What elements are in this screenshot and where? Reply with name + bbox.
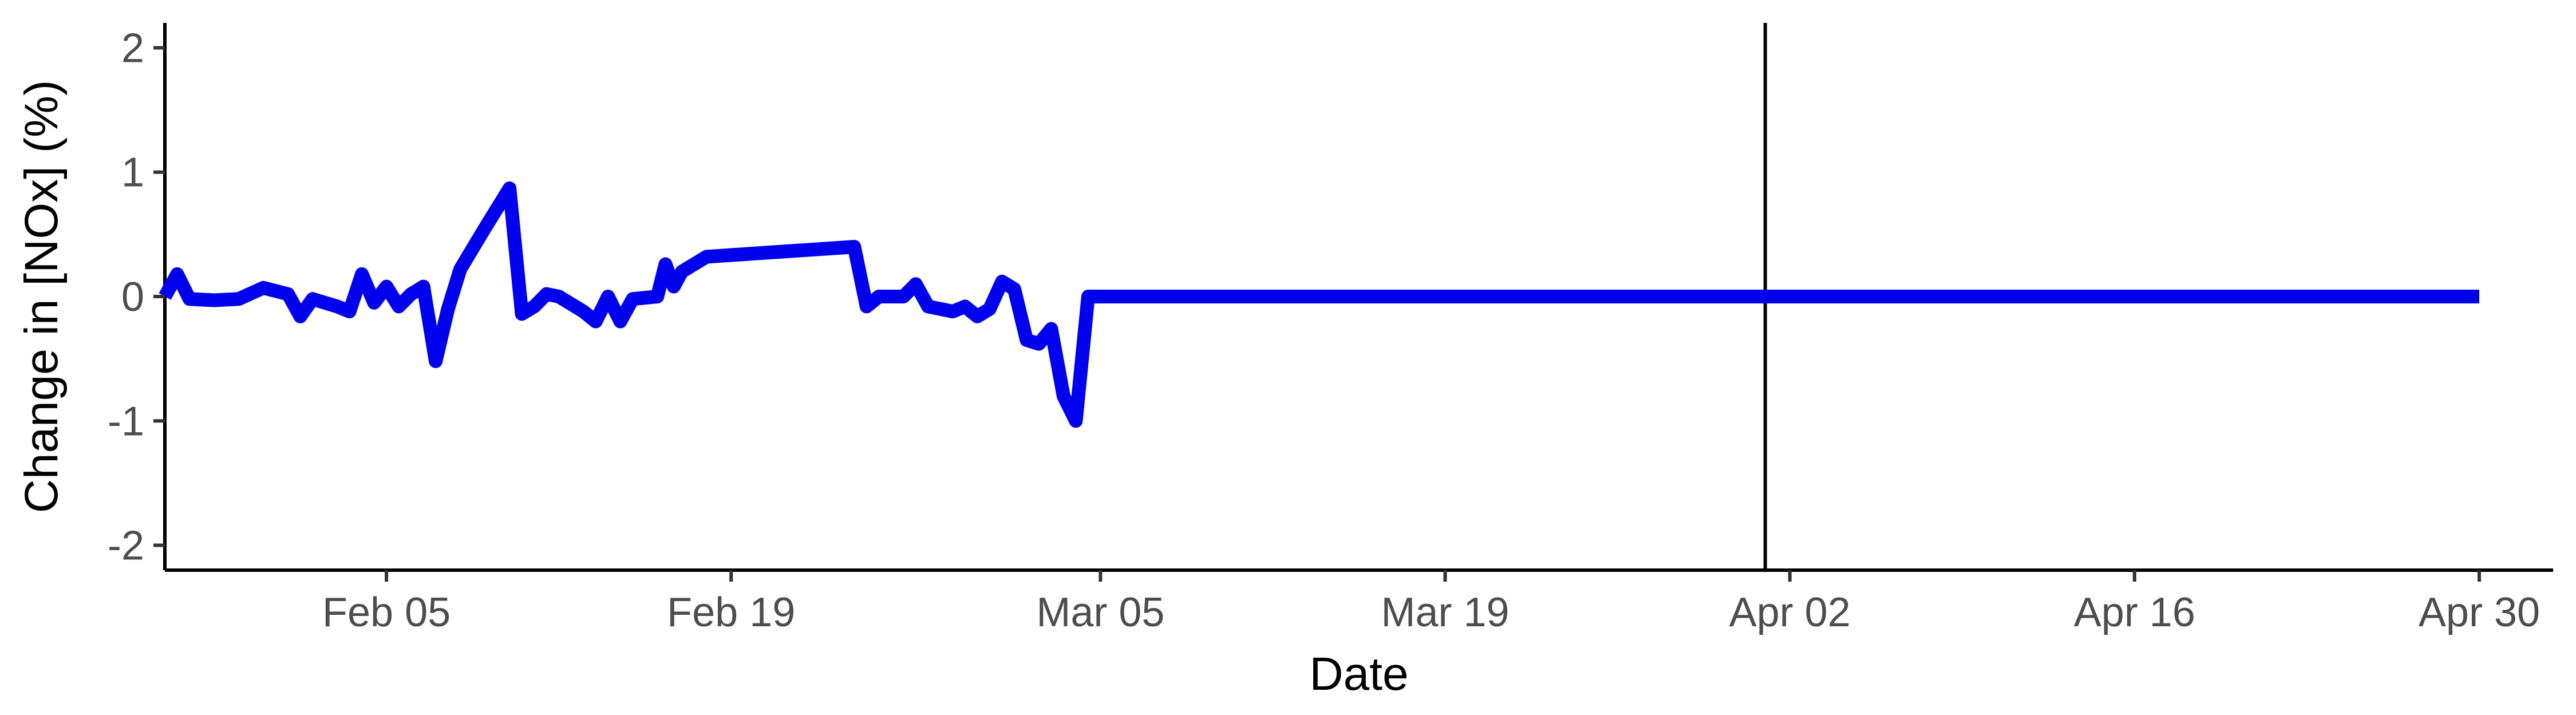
x-tick-label: Mar 05: [1036, 590, 1164, 635]
x-tick-label: Mar 19: [1381, 590, 1509, 635]
nox-change-series-line: [159, 181, 2479, 428]
y-tick-label: 2: [121, 25, 144, 71]
y-tick-label: 1: [121, 150, 144, 196]
y-tick-label: 0: [121, 274, 144, 320]
x-tick-label: Apr 02: [1729, 590, 1851, 635]
y-axis-title: Change in [NOx] (%): [15, 80, 68, 513]
y-tick-label: -2: [108, 523, 144, 569]
x-tick-label: Feb 05: [322, 590, 451, 635]
y-axis-ticks: 2 1 0 -1 -2: [108, 25, 165, 569]
x-tick-label: Apr 30: [2419, 590, 2540, 635]
x-tick-label: Apr 16: [2074, 590, 2195, 635]
x-tick-label: Feb 19: [667, 590, 795, 635]
x-axis-ticks: Feb 05 Feb 19 Mar 05 Mar 19 Apr 02 Apr 16 Apr …: [322, 570, 2540, 635]
y-tick-label: -1: [108, 398, 144, 444]
x-axis-title: Date: [1309, 648, 1408, 700]
